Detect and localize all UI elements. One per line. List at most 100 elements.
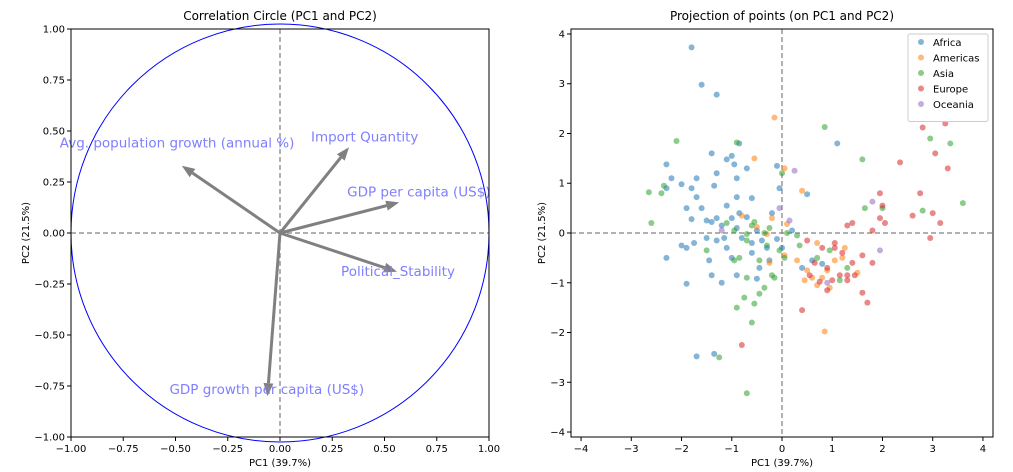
x-tick-label: −2 [674,444,689,455]
legend-marker [918,101,924,107]
data-point-europe [844,277,851,284]
chart1-x-ticks: −1.00 −0.75 −0.50 −0.25 0.00 0.25 0.50 0.75 1.00 [56,437,500,455]
data-point-asia [743,230,750,237]
data-point-africa [728,152,735,159]
data-point-africa [703,217,710,224]
data-point-europe [819,244,826,251]
x-tick-label: −3 [624,444,639,455]
data-point-oceania [791,167,798,174]
data-point-europe [879,202,886,209]
data-point-africa [723,244,730,251]
vector-arrow-head [181,165,196,178]
data-point-europe [942,120,949,127]
data-point-europe [844,272,851,279]
data-point-asia [751,300,758,307]
y-tick-label: −1.00 [34,433,65,444]
data-point-africa [743,165,750,172]
chart2-points [645,44,966,397]
data-point-europe [799,307,806,314]
data-point-americas [751,155,758,162]
legend-label: Europe [933,85,968,96]
y-tick-label: −1 [550,278,565,289]
data-point-asia [859,156,866,163]
x-tick-label: −4 [574,444,589,455]
vector-arrow-head [263,382,274,397]
data-point-europe [839,249,846,256]
data-point-europe [824,287,831,294]
legend-label: Africa [933,38,962,49]
legend-marker [918,85,924,92]
data-point-africa [683,280,690,287]
data-point-asia [751,219,758,226]
data-point-africa [718,222,725,229]
y-tick-label: 0.25 [43,178,65,189]
data-point-europe [932,150,939,157]
data-point-asia [763,242,770,249]
data-point-europe [919,124,926,131]
x-tick-label: −0.50 [160,444,191,455]
data-point-europe [917,190,924,197]
y-tick-label: 0.75 [43,76,65,87]
vector-label: GDP per capita (US$) [347,184,490,200]
x-tick-label: 0.25 [321,444,343,455]
data-point-oceania [876,247,883,254]
data-point-africa [776,185,783,192]
data-point-africa [733,175,740,182]
data-point-asia [703,247,710,254]
data-point-europe [869,259,876,266]
y-tick-label: 2 [559,129,565,140]
data-point-africa [804,191,811,198]
data-point-asia [731,257,738,264]
data-point-africa [693,194,700,201]
data-point-asia [743,274,750,281]
data-point-europe [836,272,843,279]
data-point-europe [811,259,818,266]
data-point-asia [743,390,750,397]
correlation-circle-chart: Correlation Circle (PC1 and PC2) Import … [21,9,500,469]
data-point-asia [761,230,768,236]
y-tick-label: 0.50 [43,127,65,138]
data-point-africa [789,227,796,234]
data-point-asia [756,257,763,264]
data-point-asia [959,200,966,207]
x-tick-label: 1 [829,444,835,455]
x-tick-label: 4 [980,444,986,455]
data-point-europe [831,239,838,246]
data-point-africa [799,264,806,271]
data-point-africa [688,216,695,223]
legend-marker [918,54,924,61]
data-point-asia [784,230,791,236]
data-point-europe [927,234,934,241]
data-point-americas [753,224,760,231]
vector-label: GDP growth per capita (US$) [169,382,364,398]
data-point-europe [944,165,951,172]
data-point-asia [836,277,843,284]
data-point-africa [773,235,780,242]
vector-label: Import Quantity [311,129,418,145]
data-point-americas [781,165,788,172]
data-point-asia [821,124,828,131]
data-point-africa [743,214,750,221]
data-point-asia [733,304,740,311]
x-tick-label: 0.00 [269,444,291,455]
vector-arrow-shaft [279,231,386,270]
data-point-asia [733,139,740,146]
chart1-y-ticks: −1.00 −0.75 −0.50 −0.25 0.00 0.25 0.50 0.75 1.00 [34,25,71,444]
vector-label: Avg. population growth (annual %) [60,136,295,152]
data-point-africa [668,175,675,182]
data-point-africa [678,181,685,188]
data-point-asia [660,182,667,189]
data-point-americas [794,257,801,264]
legend-box [907,33,989,122]
data-point-asia [736,254,743,261]
data-point-oceania [776,205,783,212]
data-point-africa [738,234,745,241]
data-point-africa [723,156,730,163]
data-point-americas [831,257,838,264]
data-point-europe [806,272,813,279]
data-point-africa [678,242,685,249]
data-point-africa [731,161,738,168]
data-point-asia [947,140,954,147]
y-tick-label: 1.00 [43,25,65,36]
data-point-africa [713,170,720,177]
